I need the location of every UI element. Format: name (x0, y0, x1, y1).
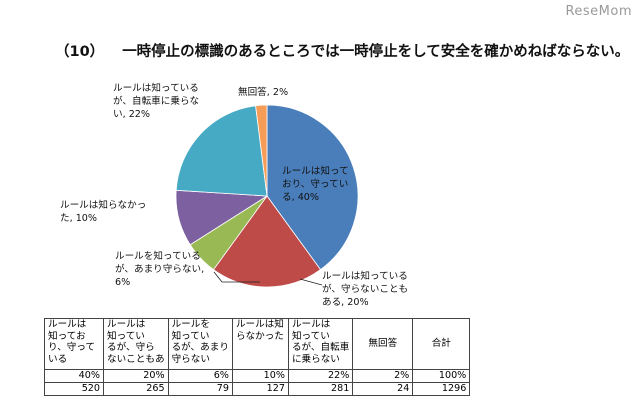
leader-line-rarely-follows (213, 271, 260, 283)
table-cell: 6% (167, 369, 233, 383)
table-header-row: ルールは 知ってお り、守って いる ルールは 知ってい るが、守ら ないことも… (44, 318, 471, 370)
table-cell: 127 (231, 382, 289, 396)
pie-slice-sometimes-not (212, 195, 322, 288)
table-count-row: 520 265 79 127 281 24 1296 (44, 382, 471, 396)
table-header-cell: ルールは 知ってい るが、守ら ないこともあ (103, 318, 169, 370)
resemom-watermark: ReseMom (565, 4, 632, 19)
table-percent-row: 40% 20% 6% 10% 22% 2% 100% (44, 369, 471, 383)
table-cell: 100% (412, 369, 471, 383)
table-header-cell: ルールは 知ってい るが、自転車 に乗らない (287, 318, 354, 370)
leader-line-sometimes-not (299, 278, 323, 286)
slice-label-follows: ルールは知って おり、守ってい る, 40% (282, 166, 349, 203)
question-number: （10） (55, 44, 105, 60)
table-cell: 20% (103, 369, 169, 383)
slice-label-rarely-follows: ルールを知っている が、あまり守らない, 6% (115, 251, 205, 288)
table-cell: 520 (44, 382, 104, 396)
pie-slice-follows (266, 104, 359, 271)
table-header-cell: 無回答 (352, 318, 414, 370)
question-title: （10） 一時停止の標識のあるところでは一時停止をして安全を確かめねばならない。 (55, 40, 629, 61)
pie-slice-no-answer (255, 104, 268, 197)
table-header-cell: 合計 (412, 318, 471, 370)
table-header-cell: ルールを 知ってい るが、あまり 守らない (167, 318, 233, 370)
table-cell: 281 (287, 382, 354, 396)
table-header-cell: ルールは 知ってお り、守って いる (44, 318, 104, 370)
table-cell: 2% (352, 369, 414, 383)
table-cell: 10% (231, 369, 289, 383)
pie-slice-no-bike (175, 105, 268, 197)
table-cell: 24 (352, 382, 414, 396)
slice-label-sometimes-not: ルールは知っている が、守らないことも ある, 20% (322, 271, 409, 308)
table-cell: 265 (103, 382, 169, 396)
table-header-cell: ルールは知 らなかった (231, 318, 289, 370)
table-cell: 22% (287, 369, 354, 383)
slice-label-no-bike: ルールは知っている が、自転車に乗らな い, 22% (113, 83, 200, 120)
question-text: 一時停止の標識のあるところでは一時停止をして安全を確かめねばならない。 (122, 44, 630, 60)
slice-label-did-not-know: ルールは知らなかっ た, 10% (60, 200, 147, 224)
table-cell: 1296 (412, 382, 471, 396)
summary-table: ルールは 知ってお り、守って いる ルールは 知ってい るが、守ら ないことも… (44, 318, 471, 396)
table-cell: 40% (44, 369, 104, 383)
slice-label-no-answer: 無回答, 2% (238, 87, 289, 98)
table-cell: 79 (167, 382, 233, 396)
